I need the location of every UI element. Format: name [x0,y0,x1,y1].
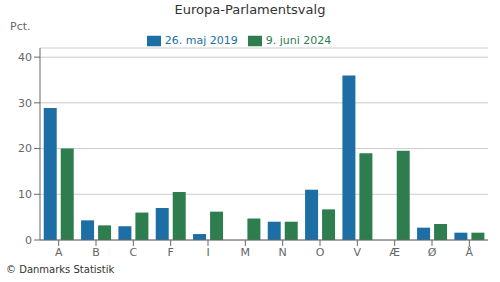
svg-text:Ø: Ø [428,246,437,259]
svg-text:0: 0 [25,234,32,247]
svg-text:A: A [55,246,63,259]
svg-text:20: 20 [18,142,32,155]
svg-text:Æ: Æ [389,246,400,259]
svg-text:M: M [241,246,251,259]
html-text:Europa-Parlamentsvalg: Europa-Parlamentsvalg [174,2,326,17]
svg-text:10: 10 [18,188,32,201]
svg-text:B: B [92,246,100,259]
svg-text:C: C [129,246,137,259]
svg-text:O: O [316,246,325,259]
svg-text:Å: Å [466,246,474,259]
svg-text:N: N [279,246,287,259]
svg-text:30: 30 [18,97,32,110]
svg-text:40: 40 [18,51,32,64]
svg-text:F: F [168,246,174,259]
svg-text:V: V [354,246,362,259]
html-text:Pct.: Pct. [10,20,31,33]
html-text:26. maj 2019: 26. maj 2019 [164,34,238,47]
html-text:© Danmarks Statistik: © Danmarks Statistik [6,264,115,275]
html-text:9. juni 2024: 9. juni 2024 [265,34,332,47]
svg-text:I: I [206,246,209,259]
